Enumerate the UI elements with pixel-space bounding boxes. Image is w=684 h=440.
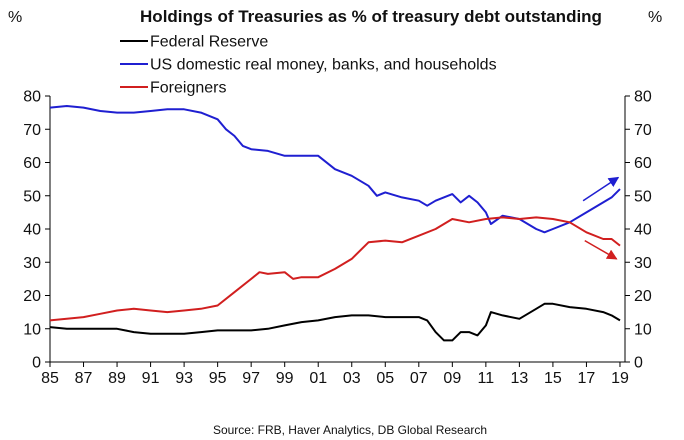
y-tick-label-right: 80: [634, 89, 652, 106]
legend-label: Foreigners: [150, 80, 226, 97]
x-tick-label: 85: [41, 370, 59, 387]
x-tick-label: 01: [309, 370, 327, 387]
y-tick-label-left: 70: [23, 122, 41, 139]
y-tick-label-left: 0: [32, 355, 41, 372]
x-tick-label: 87: [75, 370, 93, 387]
chart-title: Holdings of Treasuries as % of treasury …: [140, 7, 602, 26]
x-tick-label: 19: [611, 370, 629, 387]
x-tick-label: 95: [209, 370, 227, 387]
legend-label: Federal Reserve: [150, 34, 268, 51]
legend-label: US domestic real money, banks, and house…: [150, 57, 497, 74]
series-line-us-domestic-real-money-banks-and-households: [49, 105, 621, 234]
x-tick-label: 03: [343, 370, 361, 387]
y-tick-label-right: 20: [634, 288, 652, 305]
y-tick-label-left: 10: [23, 321, 41, 338]
x-tick-label: 99: [276, 370, 294, 387]
y-tick-label-right: 30: [634, 255, 652, 272]
left-axis-unit: %: [8, 9, 22, 26]
y-tick-label-right: 40: [634, 222, 652, 239]
y-tick-label-right: 10: [634, 321, 652, 338]
x-tick-label: 15: [544, 370, 562, 387]
x-tick-label: 91: [142, 370, 160, 387]
legend: Federal Reserve US domestic real money, b…: [120, 34, 497, 97]
x-tick-label: 07: [410, 370, 428, 387]
y-tick-label-left: 60: [23, 155, 41, 172]
y-tick-label-right: 60: [634, 155, 652, 172]
x-tick-label: 89: [108, 370, 126, 387]
trend-arrow: [584, 239, 618, 260]
y-tick-label-left: 80: [23, 89, 41, 106]
y-tick-label-left: 20: [23, 288, 41, 305]
y-tick-label-right: 0: [634, 355, 643, 372]
trend-arrow: [582, 176, 620, 202]
series-line-federal-reserve: [49, 302, 621, 342]
x-tick-label: 93: [175, 370, 193, 387]
right-axis-unit: %: [648, 9, 662, 26]
x-tick-label: 11: [478, 370, 495, 387]
x-tick-label: 05: [376, 370, 394, 387]
y-tick-label-left: 50: [23, 188, 41, 205]
x-tick-label: 13: [510, 370, 528, 387]
annotation-layer: [582, 176, 620, 260]
series-layer: [49, 105, 621, 342]
x-tick-label: 17: [578, 370, 596, 387]
x-tick-label: 09: [443, 370, 461, 387]
y-tick-label-left: 30: [23, 255, 41, 272]
y-tick-label-right: 70: [634, 122, 652, 139]
series-line-foreigners: [49, 216, 621, 322]
source-note: Source: FRB, Haver Analytics, DB Global …: [213, 423, 487, 437]
y-tick-label-right: 50: [634, 188, 652, 205]
x-tick-label: 97: [242, 370, 260, 387]
y-tick-label-left: 40: [23, 222, 41, 239]
